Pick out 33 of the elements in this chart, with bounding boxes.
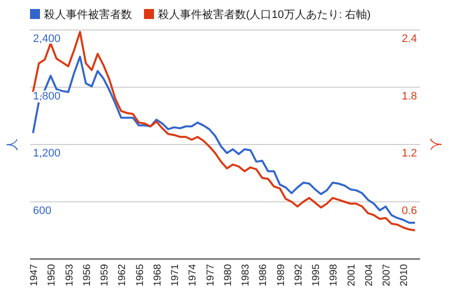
x-tick-label: 1950 — [46, 264, 58, 286]
x-tick-label: 1947 — [29, 264, 40, 286]
x-tick-label: 2010 — [399, 264, 410, 286]
x-tick-label: 1986 — [258, 264, 270, 286]
x-tick-label: 1992 — [293, 264, 304, 286]
x-tick-label: 1983 — [240, 264, 252, 286]
x-tick-label: 1965 — [134, 264, 146, 286]
y-axis-title: 人 — [5, 138, 19, 150]
x-tick-label: 1989 — [276, 264, 287, 286]
x-tick-label: 1971 — [170, 264, 182, 286]
x-tick-label: 2007 — [382, 264, 393, 286]
x-tick-label: 1977 — [205, 264, 216, 286]
x-tick-label: 1968 — [152, 264, 164, 286]
x-tick-label: 1956 — [82, 264, 93, 286]
y-tick-label: 2,400 — [33, 33, 61, 45]
x-tick-label: 1962 — [117, 264, 128, 286]
legend-label: 殺人事件被害者数 — [44, 8, 132, 21]
y2-tick-label: 2.4 — [402, 33, 417, 45]
legend-label: 殺人事件被害者数(人口10万人あたり: 右軸) — [158, 8, 371, 21]
x-tick-label: 1980 — [222, 264, 234, 286]
x-tick-label: 2004 — [364, 264, 375, 286]
x-tick-label: 1959 — [100, 264, 111, 286]
x-tick-label: 1953 — [64, 264, 76, 286]
x-tick-label: 1974 — [188, 264, 199, 286]
y2-tick-label: 0.6 — [402, 204, 417, 217]
y2-tick-label: 1.8 — [402, 90, 417, 102]
y-tick-label: 1,200 — [33, 148, 61, 160]
y-tick-label: 600 — [33, 204, 52, 217]
x-tick-label: 1995 — [311, 264, 322, 286]
y2-tick-label: 1.2 — [402, 148, 417, 160]
y2-axis-title: 人 — [429, 138, 443, 150]
x-tick-label: 1998 — [328, 264, 340, 286]
x-tick-label: 2001 — [346, 264, 358, 286]
